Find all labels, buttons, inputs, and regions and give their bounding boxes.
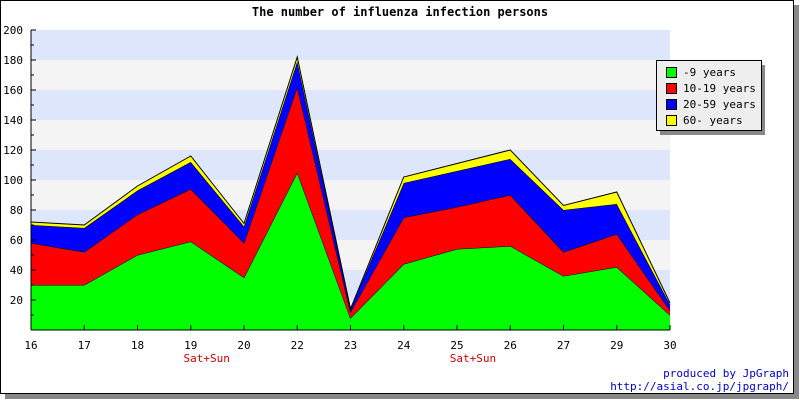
y-tick-label: 120 xyxy=(3,144,23,157)
chart-title: The number of influenza infection person… xyxy=(252,5,548,19)
y-tick-label: 40 xyxy=(10,264,23,277)
y-tick-label: 100 xyxy=(3,174,23,187)
grid-band xyxy=(31,120,670,150)
legend-label-1: -9 years xyxy=(683,66,736,79)
weekend-label: Sat+Sun xyxy=(184,352,230,365)
y-tick-label: 140 xyxy=(3,114,23,127)
legend-label-4: 60- years xyxy=(683,114,743,127)
grid-band xyxy=(31,30,670,60)
area-series-1 xyxy=(31,172,670,330)
x-tick-label: 23 xyxy=(344,339,357,352)
area-series-3 xyxy=(31,61,670,312)
y-tick-label: 200 xyxy=(3,24,23,37)
legend-label-3: 20-59 years xyxy=(683,98,756,111)
area-series-4-outline xyxy=(30,55,671,311)
x-tick-label: 30 xyxy=(663,339,676,352)
x-tick-label: 27 xyxy=(557,339,570,352)
x-tick-label: 16 xyxy=(24,339,37,352)
legend-swatch-3 xyxy=(666,99,677,110)
grid-band xyxy=(31,90,670,120)
x-tick-label: 20 xyxy=(237,339,250,352)
grid-band xyxy=(31,60,670,90)
y-tick-label: 60 xyxy=(10,234,23,247)
x-tick-label: 18 xyxy=(131,339,144,352)
x-tick-label: 22 xyxy=(291,339,304,352)
x-axis-ticks: 16 17 18 19 20 22 23 24 25 26 27 29 30 Sat+Sun Sat+Sun xyxy=(24,325,677,365)
x-tick-label: 26 xyxy=(504,339,517,352)
legend: -9 years 10-19 years 20-59 years 60- years xyxy=(656,60,765,135)
legend-swatch-1 xyxy=(666,67,677,78)
legend-label-2: 10-19 years xyxy=(683,82,756,95)
y-tick-label: 80 xyxy=(10,204,23,217)
x-tick-label: 25 xyxy=(450,339,463,352)
y-axis-ticks: 20 40 60 80 100 120 140 160 180 200 xyxy=(3,24,36,316)
legend-swatch-2 xyxy=(666,83,677,94)
credit-url[interactable]: http://asial.co.jp/jpgraph/ xyxy=(610,380,789,393)
y-tick-label: 180 xyxy=(3,54,23,67)
x-tick-label: 19 xyxy=(184,339,197,352)
y-tick-label: 20 xyxy=(10,294,23,307)
legend-swatch-4 xyxy=(666,115,677,126)
credit-produced-by: produced by JpGraph xyxy=(663,367,789,380)
weekend-label: Sat+Sun xyxy=(450,352,496,365)
x-tick-label: 24 xyxy=(397,339,411,352)
y-tick-label: 160 xyxy=(3,84,23,97)
x-tick-label: 29 xyxy=(610,339,623,352)
grid-band xyxy=(31,150,670,180)
x-tick-label: 17 xyxy=(78,339,91,352)
stacked-areas xyxy=(30,55,671,330)
